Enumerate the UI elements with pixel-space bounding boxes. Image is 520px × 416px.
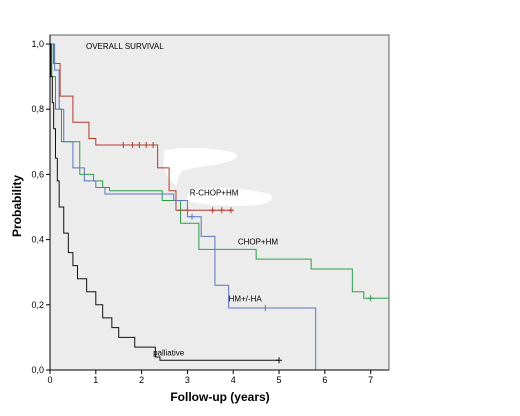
x-tick-label: 7: [368, 375, 373, 385]
white-blotch: [163, 147, 272, 206]
x-tick-label: 1: [93, 375, 98, 385]
y-tick-label: 0,2: [31, 300, 44, 310]
y-axis-title: Probability: [10, 175, 24, 237]
censor-mark-r-chop-hm: [136, 142, 143, 149]
series-annotation: HM+/-HA: [229, 295, 263, 304]
censor-mark-r-chop-hm: [150, 142, 157, 149]
series-annotation: R-CHOP+HM: [190, 189, 239, 198]
chart-title: OVERALL SURVIVAL: [86, 42, 164, 51]
x-tick-label: 3: [185, 375, 190, 385]
censor-mark-r-chop-hm: [129, 142, 136, 149]
series-annotation: CHOP+HM: [238, 237, 279, 246]
censor-mark-r-chop-hm: [143, 142, 150, 149]
x-tick-label: 4: [231, 375, 236, 385]
censor-mark-palliative: [276, 357, 283, 364]
x-tick-label: 5: [277, 375, 282, 385]
censor-mark-r-chop-hm: [218, 207, 225, 214]
censor-mark-r-chop-hm: [209, 207, 216, 214]
censor-mark-hm-ha: [189, 213, 196, 220]
y-tick-label: 1,0: [31, 39, 44, 49]
y-tick-label: 0,4: [31, 235, 44, 245]
y-tick-label: 0,8: [31, 104, 44, 114]
series-line-r-chop-hm: [50, 43, 234, 211]
series-annotation: palliative: [153, 348, 185, 357]
x-axis-title: Follow-up (years): [170, 390, 269, 404]
series-line-hm-ha: [50, 43, 317, 370]
censor-mark-hm-ha: [262, 305, 269, 312]
series-line-palliative: [50, 43, 280, 361]
censor-mark-chop-hm: [367, 295, 374, 302]
y-tick-label: 0,0: [31, 365, 44, 375]
x-tick-label: 0: [47, 375, 52, 385]
x-tick-label: 6: [322, 375, 327, 385]
x-tick-label: 2: [139, 375, 144, 385]
censor-mark-r-chop-hm: [227, 207, 234, 214]
censor-mark-r-chop-hm: [120, 142, 127, 149]
y-tick-label: 0,6: [31, 169, 44, 179]
